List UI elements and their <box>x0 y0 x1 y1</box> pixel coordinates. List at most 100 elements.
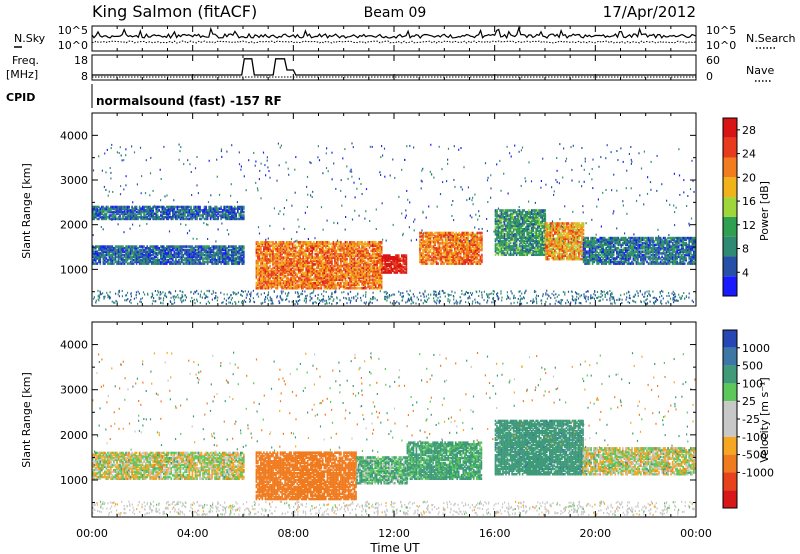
power-cell <box>128 214 130 217</box>
power-cell <box>188 255 191 259</box>
power-cell <box>179 212 182 216</box>
power-cell <box>456 262 459 265</box>
power-cell <box>172 207 174 210</box>
power-cell <box>382 254 385 257</box>
power-cell <box>196 248 198 252</box>
power-cell <box>104 212 106 216</box>
power-cell <box>500 209 503 212</box>
power-cell <box>293 241 295 244</box>
power-cell <box>257 261 259 264</box>
power-cell <box>423 258 426 262</box>
power-cell <box>102 205 105 209</box>
power-cell <box>93 214 96 217</box>
power-cell <box>527 222 530 226</box>
power-cell <box>240 212 242 216</box>
power-cell <box>134 217 136 221</box>
power-cell <box>202 210 204 214</box>
power-cell <box>373 278 375 281</box>
power-cell <box>129 245 132 248</box>
power-cell <box>117 210 120 214</box>
power-cell <box>536 233 539 236</box>
power-cell <box>215 217 218 221</box>
power-cell <box>188 248 191 252</box>
power-cell <box>503 209 506 212</box>
power-cell <box>208 245 210 248</box>
power-cell <box>221 255 224 259</box>
power-cell <box>138 255 141 259</box>
power-cell <box>358 241 360 244</box>
power-cell <box>184 252 186 255</box>
power-cell <box>469 258 471 262</box>
power-cell <box>261 261 264 264</box>
power-cell <box>111 252 114 255</box>
power-cell <box>150 245 153 248</box>
power-cell <box>374 268 377 271</box>
power-cell <box>260 249 262 253</box>
power-cell <box>111 253 114 257</box>
power-cell <box>143 260 145 264</box>
power-cell <box>175 212 177 216</box>
power-cell <box>161 247 164 250</box>
power-cell <box>374 241 377 244</box>
power-cell <box>110 210 112 214</box>
power-cell <box>188 260 191 264</box>
power-cell <box>337 281 339 285</box>
power-cell <box>114 248 117 252</box>
power-cell <box>108 250 111 253</box>
power-cell <box>146 262 148 265</box>
power-cell <box>260 251 262 254</box>
power-cell <box>317 269 320 273</box>
power-cell <box>128 252 130 255</box>
power-cell <box>178 245 180 248</box>
power-cell <box>260 266 262 270</box>
power-cell <box>203 212 206 216</box>
power-cell <box>358 283 360 287</box>
power-cell <box>232 247 234 250</box>
power-cell <box>114 209 117 212</box>
power-cell <box>206 209 209 212</box>
power-cell <box>358 271 360 275</box>
power-cell <box>276 275 279 278</box>
power-cell <box>370 244 372 247</box>
power-cell <box>185 260 188 264</box>
power-cell <box>119 253 121 257</box>
power-cell <box>128 245 130 248</box>
power-cell <box>134 258 136 262</box>
power-cell <box>181 217 183 221</box>
power-cell <box>110 258 112 262</box>
power-cell <box>99 209 102 212</box>
power-cell <box>193 214 195 217</box>
power-cell <box>205 207 207 210</box>
power-cell <box>218 210 221 214</box>
power-cell <box>196 214 198 217</box>
power-cell <box>143 250 145 253</box>
power-cell <box>108 215 111 219</box>
power-cell <box>126 250 129 253</box>
power-cell <box>361 280 363 283</box>
power-cell <box>258 273 261 276</box>
power-cell <box>365 286 368 290</box>
power-cell <box>496 243 498 246</box>
power-cell <box>203 205 206 209</box>
power-cell <box>125 258 127 262</box>
power-cell <box>536 209 539 212</box>
power-cell <box>99 252 102 255</box>
power-cell <box>287 249 289 253</box>
power-cell <box>263 259 265 263</box>
power-cell <box>138 209 141 212</box>
power-cell <box>299 241 301 244</box>
power-cell <box>140 262 142 265</box>
power-cell <box>164 215 167 219</box>
power-cell <box>320 268 323 271</box>
power-cell <box>420 258 423 262</box>
power-cell <box>435 231 438 235</box>
power-cell <box>182 258 185 262</box>
power-cell <box>120 217 123 221</box>
power-cell <box>532 250 534 253</box>
power-cell <box>104 217 106 221</box>
power-cell <box>114 210 117 214</box>
power-cell <box>152 209 154 212</box>
power-cell <box>208 210 210 214</box>
power-cell <box>235 248 237 252</box>
power-cell <box>220 252 222 255</box>
